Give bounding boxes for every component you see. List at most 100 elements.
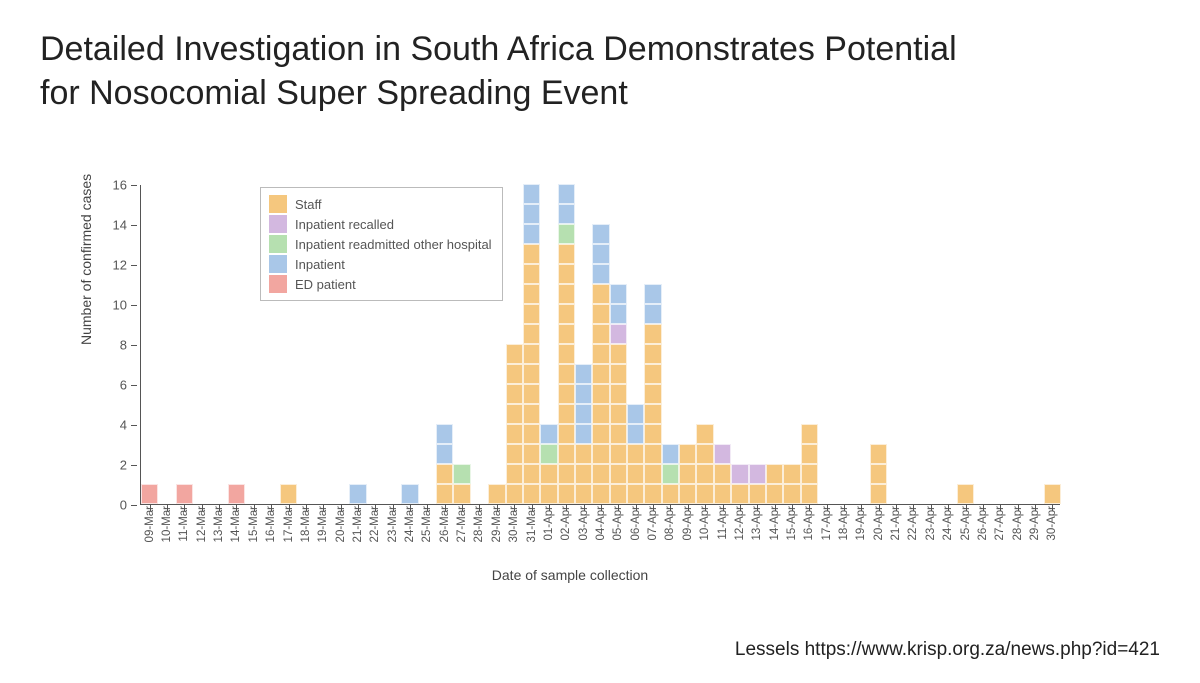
y-tick-label: 14 <box>97 218 127 233</box>
legend-swatch <box>269 255 287 273</box>
slide-title: Detailed Investigation in South Africa D… <box>40 28 1000 115</box>
bar-cell <box>280 484 297 504</box>
y-tick-label: 16 <box>97 178 127 193</box>
chart: Number of confirmed cases 0246810121416 … <box>60 175 1080 595</box>
bar-cell <box>141 484 158 504</box>
bar-column <box>801 424 818 504</box>
x-tick-label: 14-Apr <box>769 506 781 541</box>
bar-column <box>349 484 366 504</box>
bar-cell <box>592 464 609 484</box>
bar-cell <box>592 364 609 384</box>
bar-cell <box>731 484 748 504</box>
bar-cell <box>523 484 540 504</box>
bar-cell <box>558 484 575 504</box>
x-tick-label: 12-Apr <box>734 506 746 541</box>
legend-label: Inpatient recalled <box>295 217 394 232</box>
bar-cell <box>766 464 783 484</box>
bar-cell <box>540 444 557 464</box>
bar-cell <box>610 384 627 404</box>
bar-cell <box>610 284 627 304</box>
bar-cell <box>610 344 627 364</box>
legend-swatch <box>269 215 287 233</box>
x-tick-label: 20-Mar <box>335 506 347 542</box>
bar-cell <box>592 324 609 344</box>
x-tick-label: 20-Apr <box>873 506 885 541</box>
x-tick-label: 18-Mar <box>300 506 312 542</box>
bar-cell <box>558 184 575 204</box>
bar-cell <box>610 444 627 464</box>
bar-cell <box>558 424 575 444</box>
bar-cell <box>523 424 540 444</box>
bar-cell <box>801 464 818 484</box>
bar-cell <box>696 444 713 464</box>
y-tick-label: 4 <box>97 418 127 433</box>
bar-cell <box>506 484 523 504</box>
bar-cell <box>523 264 540 284</box>
bar-cell <box>696 464 713 484</box>
bar-cell <box>644 384 661 404</box>
bar-cell <box>801 424 818 444</box>
bar-cell <box>506 464 523 484</box>
legend-item: ED patient <box>269 274 492 294</box>
bar-cell <box>558 324 575 344</box>
bar-cell <box>558 364 575 384</box>
bar-cell <box>453 464 470 484</box>
bar-cell <box>558 224 575 244</box>
bar-column <box>506 344 523 504</box>
bar-cell <box>714 484 731 504</box>
x-tick-label: 09-Apr <box>682 506 694 541</box>
bar-column <box>523 184 540 504</box>
bar-cell <box>662 444 679 464</box>
legend-label: Staff <box>295 197 322 212</box>
y-tick-label: 2 <box>97 458 127 473</box>
bar-cell <box>714 464 731 484</box>
bar-cell <box>644 424 661 444</box>
legend-item: Inpatient recalled <box>269 214 492 234</box>
bar-cell <box>523 404 540 424</box>
bar-cell <box>523 224 540 244</box>
bar-cell <box>627 444 644 464</box>
bar-cell <box>523 184 540 204</box>
bar-cell <box>627 424 644 444</box>
bar-cell <box>957 484 974 504</box>
bar-column <box>749 464 766 504</box>
bar-cell <box>696 424 713 444</box>
x-tick-label: 24-Mar <box>404 506 416 542</box>
bar-cell <box>436 424 453 444</box>
x-tick-label: 11-Mar <box>178 506 190 542</box>
bar-cell <box>558 264 575 284</box>
x-tick-label: 27-Apr <box>994 506 1006 541</box>
x-tick-label: 11-Apr <box>717 506 729 540</box>
bar-column <box>766 464 783 504</box>
bar-cell <box>644 364 661 384</box>
bar-cell <box>801 484 818 504</box>
bar-cell <box>401 484 418 504</box>
x-tick-label: 29-Mar <box>491 506 503 542</box>
bar-column <box>696 424 713 504</box>
bar-column <box>783 464 800 504</box>
y-tick <box>131 345 137 346</box>
bar-cell <box>523 244 540 264</box>
bar-cell <box>610 464 627 484</box>
x-tick-label: 15-Mar <box>248 506 260 542</box>
bar-cell <box>558 204 575 224</box>
bar-cell <box>176 484 193 504</box>
bar-cell <box>575 384 592 404</box>
bar-cell <box>801 444 818 464</box>
x-tick-label: 30-Apr <box>1046 506 1058 541</box>
x-tick-label: 07-Apr <box>647 506 659 541</box>
y-tick-label: 12 <box>97 258 127 273</box>
bar-cell <box>523 284 540 304</box>
bar-cell <box>558 344 575 364</box>
bar-cell <box>558 284 575 304</box>
bar-column <box>453 464 470 504</box>
y-tick <box>131 425 137 426</box>
bar-cell <box>228 484 245 504</box>
x-tick-label: 28-Apr <box>1012 506 1024 541</box>
bar-cell <box>644 464 661 484</box>
bar-cell <box>644 344 661 364</box>
x-tick-label: 19-Mar <box>317 506 329 542</box>
x-tick-label: 05-Apr <box>612 506 624 541</box>
bar-cell <box>523 444 540 464</box>
x-tick-label: 26-Apr <box>977 506 989 541</box>
